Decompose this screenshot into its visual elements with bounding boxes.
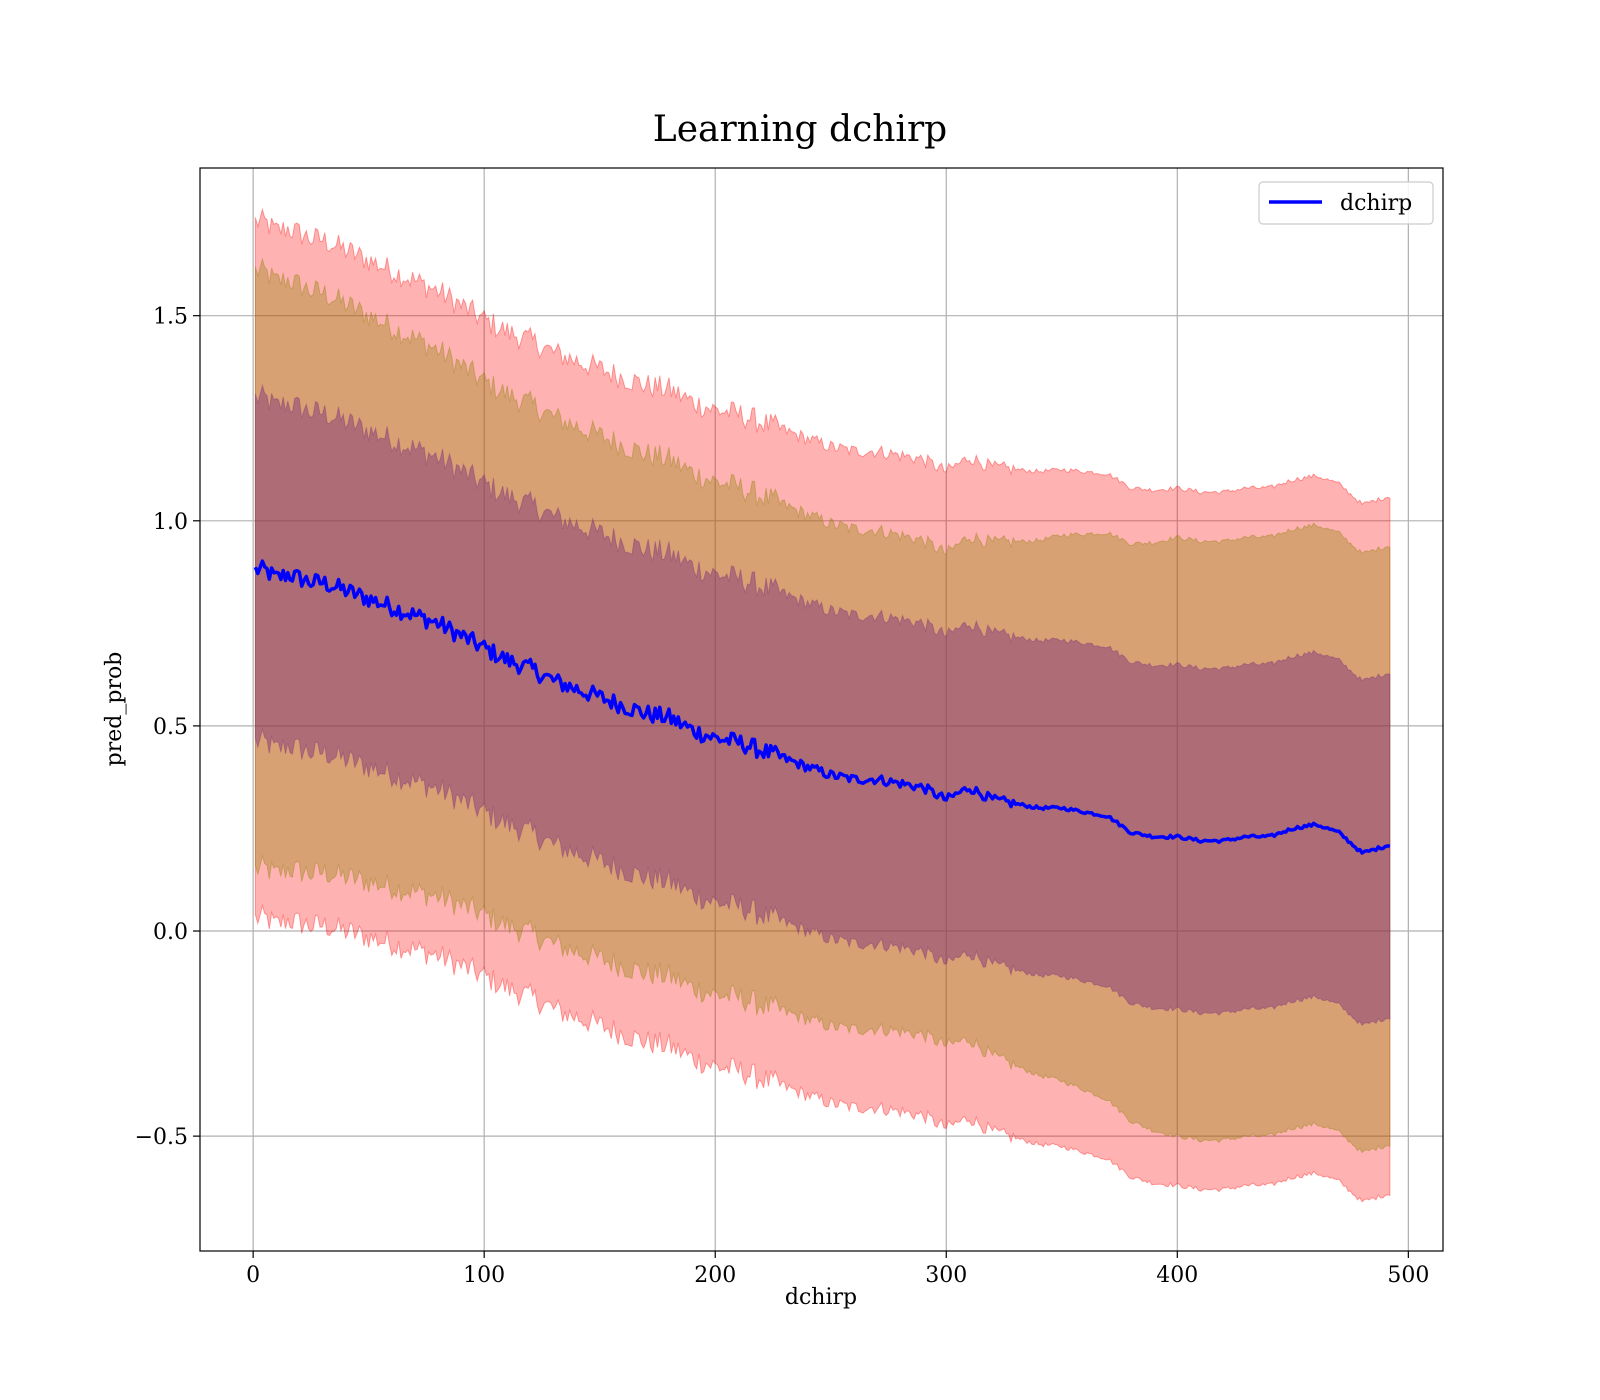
x-tick-label: 300 — [925, 1263, 967, 1288]
y-axis-label: pred_prob — [102, 652, 127, 767]
plot-area-frame — [199, 167, 1444, 1252]
uncertainty-bands — [254, 207, 1391, 1203]
x-tick-label: 400 — [1156, 1263, 1198, 1288]
x-tick-label: 0 — [246, 1263, 260, 1288]
x-axis-ticks: 0 100 200 300 400 500 — [246, 1251, 1429, 1288]
series-line-dchirp — [253, 559, 1391, 855]
x-tick-label: 200 — [694, 1263, 736, 1288]
x-tick-label: 500 — [1387, 1263, 1429, 1288]
x-axis-label: dchirp — [785, 1285, 857, 1310]
y-tick-label: 0.0 — [153, 920, 188, 945]
legend-label-dchirp: dchirp — [1340, 191, 1412, 216]
band-area — [254, 257, 1391, 1154]
y-tick-label: 1.0 — [153, 510, 188, 535]
legend-box — [1258, 181, 1434, 225]
band-area — [254, 207, 1391, 1203]
grid — [200, 168, 1443, 1251]
chart-title: Learning dchirp — [653, 109, 947, 150]
band-area — [254, 383, 1391, 1027]
y-axis-ticks: −0.5 0.0 0.5 1.0 1.5 — [135, 305, 200, 1150]
x-tick-label: 100 — [463, 1263, 505, 1288]
y-tick-label: 0.5 — [153, 715, 188, 740]
series-lines — [253, 559, 1391, 855]
y-tick-label: 1.5 — [153, 305, 188, 330]
legend: dchirp — [1258, 181, 1434, 225]
y-tick-label: −0.5 — [135, 1125, 188, 1150]
